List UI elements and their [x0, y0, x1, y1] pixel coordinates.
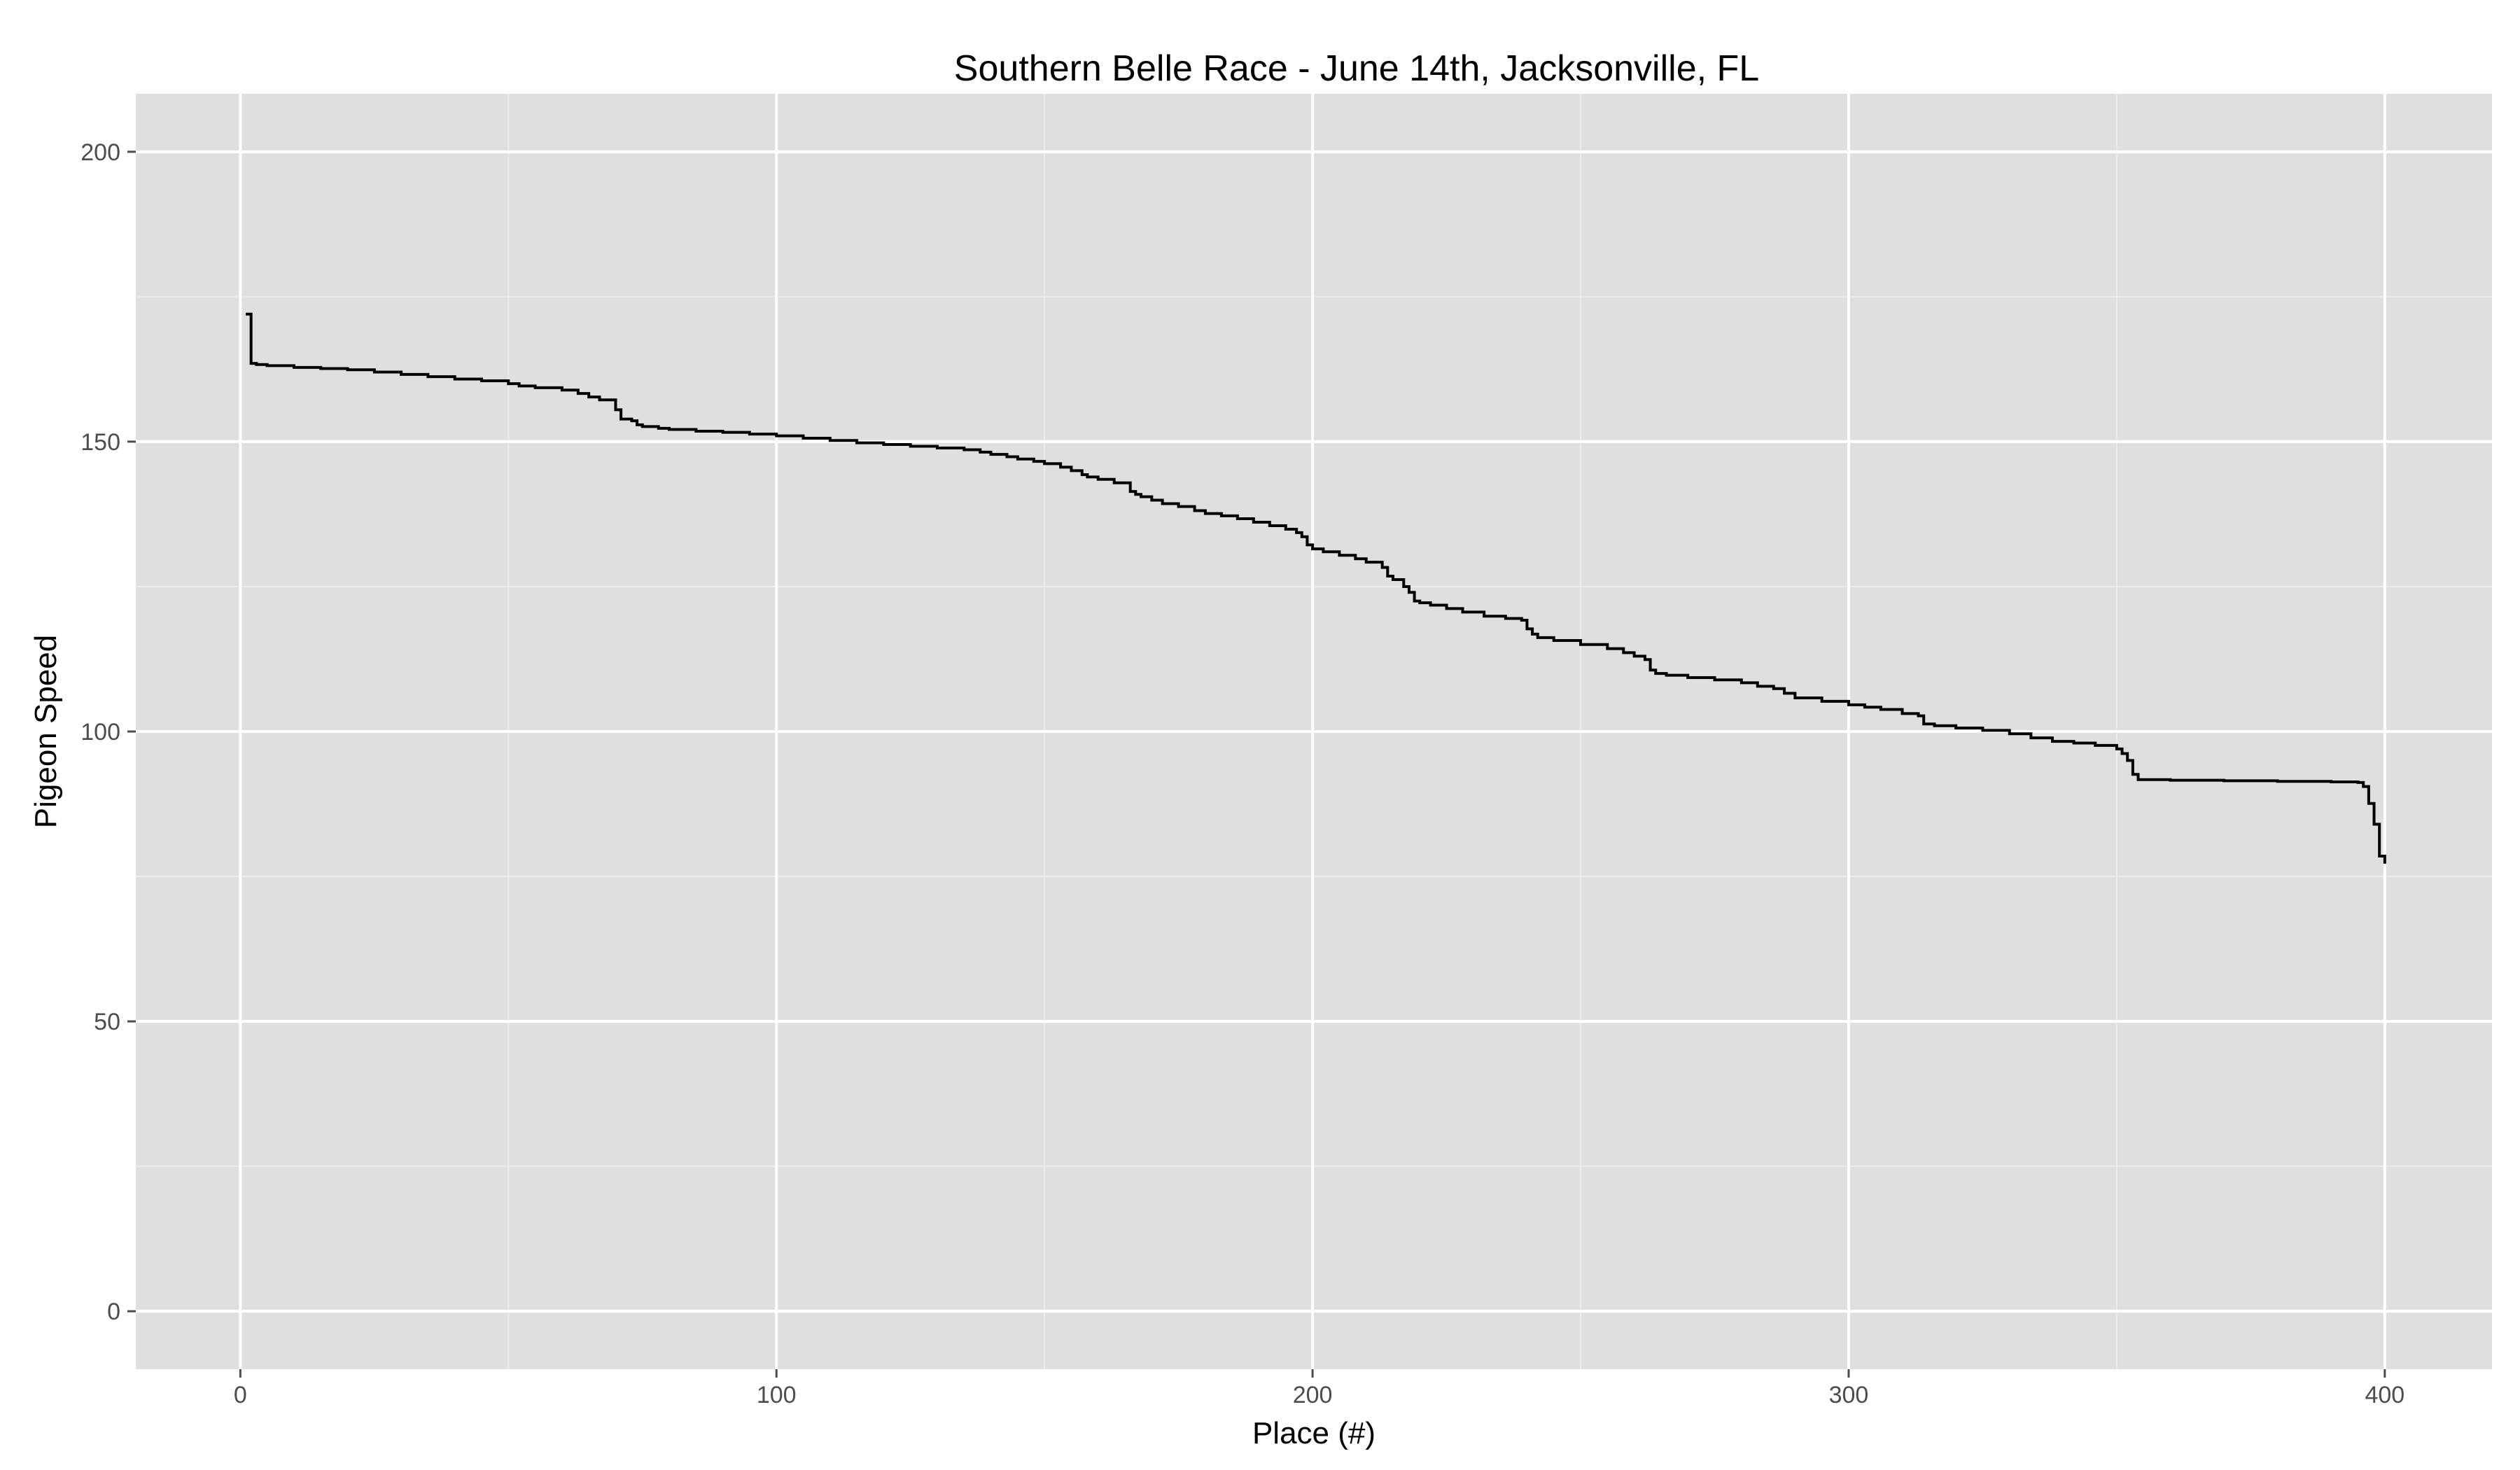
x-axis: 0 100 200 300 400 [234, 1369, 2404, 1408]
y-tick-label: 150 [80, 429, 120, 456]
series-line [246, 312, 2386, 864]
y-tick-label: 200 [80, 139, 120, 166]
x-axis-title: Place (#) [1252, 1416, 1376, 1450]
x-tick-label: 100 [757, 1382, 797, 1408]
x-tick-label: 200 [1293, 1382, 1333, 1408]
y-axis: 0 50 100 150 200 [80, 139, 136, 1325]
y-axis-title: Pigeon Speed [29, 635, 63, 828]
y-tick-label: 50 [94, 1009, 120, 1035]
series-layer [246, 312, 2386, 864]
x-tick-label: 0 [234, 1382, 247, 1408]
x-tick-label: 400 [2365, 1382, 2404, 1408]
grid-major [136, 94, 2492, 1369]
y-tick-label: 100 [80, 719, 120, 746]
y-tick-label: 0 [107, 1298, 120, 1325]
x-tick-label: 300 [1829, 1382, 1869, 1408]
chart-title: Southern Belle Race - June 14th, Jackson… [954, 48, 1759, 89]
